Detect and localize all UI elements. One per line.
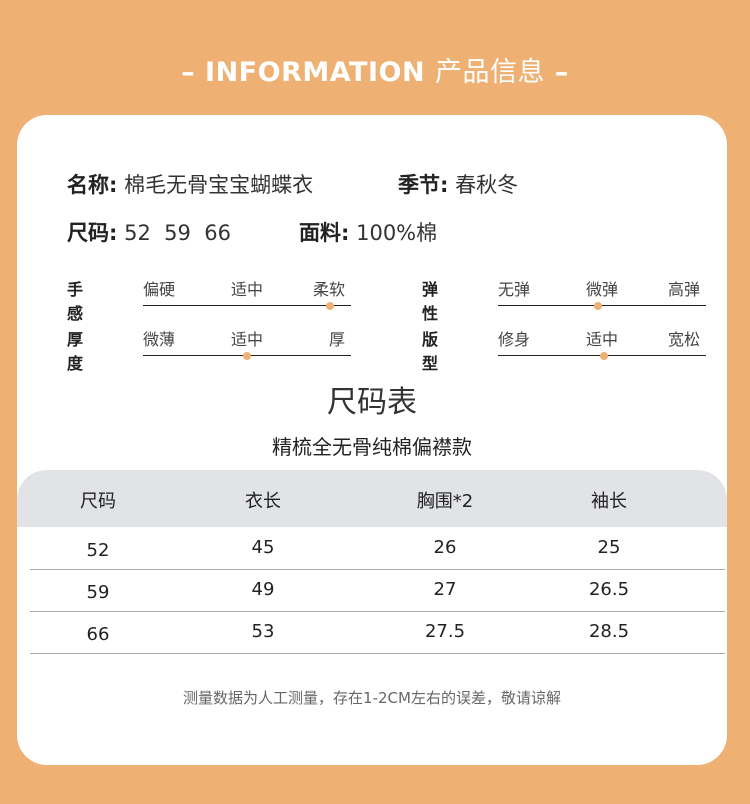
slider-label: 厚度 (67, 330, 84, 373)
table-cell: 26.5 (588, 579, 630, 600)
name-field: 名称: 棉毛无骨宝宝蝴蝶衣 (67, 169, 313, 199)
name-label: 名称: (67, 173, 118, 197)
dash: – (554, 57, 569, 88)
slider-option: 柔软 (312, 280, 345, 299)
table-cell: 53 (251, 621, 275, 642)
fabric-label: 面料: (299, 221, 350, 245)
slider-marker (326, 302, 335, 310)
header-cell: 袖长 (591, 491, 627, 512)
measurement-note: 测量数据为人工测量，存在1-2CM左右的误差，敬请谅解 (183, 689, 561, 707)
slider-marker (600, 352, 609, 360)
slider-option: 适中 (585, 330, 619, 349)
header-title-cn: 产品信息 (434, 57, 545, 88)
slider-option: 适中 (230, 330, 264, 349)
slider-option: 高弹 (667, 280, 700, 299)
size-chart-subtitle: 精梳全无骨纯棉偏襟款 (272, 435, 472, 459)
season-value: 春秋冬 (455, 173, 519, 197)
slider-track: 无弹 微弹 高弹 (498, 272, 706, 310)
table-cell: 26 (433, 537, 457, 558)
size-label: 尺码: (67, 221, 118, 245)
slider-option: 微薄 (143, 330, 176, 349)
name-value: 棉毛无骨宝宝蝴蝶衣 (124, 173, 314, 197)
slider-option: 无弹 (498, 280, 531, 299)
season-label: 季节: (398, 173, 449, 197)
fabric-value: 100%棉 (356, 221, 438, 245)
slider-track: 修身 适中 宽松 (498, 322, 706, 360)
size-field: 尺码: 52 59 66 (67, 217, 231, 247)
table-cell: 25 (597, 537, 621, 558)
table-row: 66 53 27.5 28.5 (30, 612, 725, 654)
table-cell: 49 (251, 579, 275, 600)
header-cell: 胸围*2 (416, 491, 474, 512)
table-header: 尺码 衣长 胸围*2 袖长 (17, 470, 727, 527)
slider-track: 偏硬 适中 柔软 (143, 272, 351, 310)
fabric-field: 面料: 100%棉 (299, 217, 437, 247)
slider-option: 厚 (328, 330, 345, 349)
section-header: – INFORMATION 产品信息 – (0, 50, 750, 89)
table-row: 52 45 26 25 (30, 528, 725, 570)
table-cell: 28.5 (588, 621, 630, 642)
slider-option: 微弹 (585, 280, 619, 299)
header-title-en: INFORMATION (205, 57, 426, 88)
slider-label: 版型 (422, 330, 439, 373)
slider-option: 修身 (498, 330, 531, 349)
table-cell: 27 (433, 579, 457, 600)
slider-track: 微薄 适中 厚 (143, 322, 351, 360)
table-cell: 45 (251, 537, 275, 558)
slider-marker (593, 302, 602, 310)
table-cell: 27.5 (424, 621, 466, 642)
header-cell: 尺码 (80, 491, 116, 512)
slider-label: 弹性 (422, 280, 439, 323)
slider-label: 手感 (67, 280, 84, 323)
table-cell: 52 (86, 540, 110, 561)
table-row: 59 49 27 26.5 (30, 570, 725, 612)
slider-option: 适中 (230, 280, 264, 299)
table-cell: 66 (86, 624, 110, 645)
slider-marker (243, 352, 251, 360)
info-card: 名称: 棉毛无骨宝宝蝴蝶衣 季节: 春秋冬 尺码: 52 59 66 面料: 1… (17, 115, 727, 765)
dash: – (181, 57, 196, 88)
slider-option: 偏硬 (143, 280, 176, 299)
season-field: 季节: 春秋冬 (398, 169, 518, 199)
slider-option: 宽松 (667, 330, 700, 349)
header-cell: 衣长 (245, 491, 281, 512)
table-cell: 59 (86, 582, 110, 603)
size-chart-title: 尺码表 (327, 385, 417, 420)
size-value: 52 59 66 (124, 221, 231, 245)
